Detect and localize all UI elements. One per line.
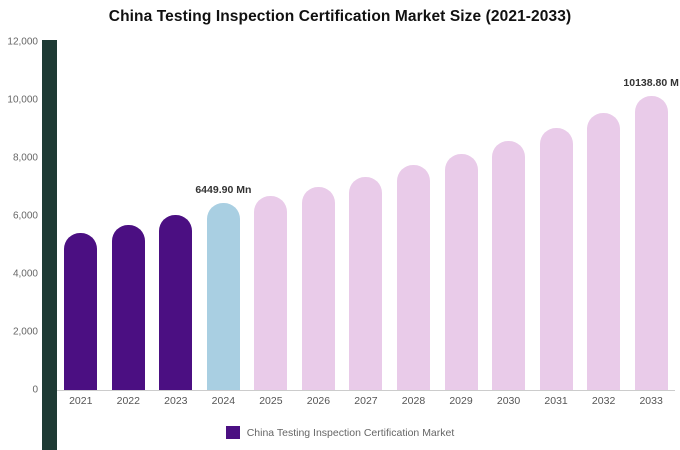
bar-2024: [206, 202, 240, 390]
bar-2027: [349, 176, 383, 390]
x-tick-label-2030: 2030: [496, 395, 521, 407]
legend-label: China Testing Inspection Certification M…: [246, 426, 455, 439]
x-tick-label-2026: 2026: [306, 395, 331, 407]
y-tick-label: 6,000: [12, 210, 38, 222]
bar-2029: [444, 153, 478, 390]
y-tick-label: 4,000: [12, 268, 38, 280]
bar-2028: [396, 165, 430, 390]
y-axis: 12,000 10,000 8,000 6,000 4,000 2,000 0: [0, 37, 40, 396]
y-tick-label: 0: [32, 384, 38, 396]
bar-2033: [634, 95, 668, 390]
y-tick-label: 2,000: [12, 326, 38, 338]
bar-2031: [539, 127, 573, 390]
left-accent-strip: [42, 40, 57, 450]
bar-slot-2021: [57, 42, 105, 390]
y-tick-label: 10,000: [7, 94, 38, 106]
legend-swatch: [225, 426, 240, 439]
bars-container: 6449.90 Mn 10138.80 M: [57, 42, 679, 390]
bar-value-label-2024: 6449.90 Mn: [195, 183, 252, 196]
x-tick-label-2027: 2027: [354, 395, 378, 407]
bar-slot-2025: [247, 42, 295, 390]
bar-slot-2027: [342, 42, 390, 390]
bar-slot-2022: [105, 42, 153, 390]
y-tick-label: 12,000: [7, 36, 38, 48]
bar-2030: [492, 140, 526, 390]
x-tick-label-2023: 2023: [164, 395, 188, 407]
bar-slot-2033: 10138.80 M: [623, 42, 679, 390]
bar-2025: [254, 195, 288, 390]
bar-value-label-2033: 10138.80 M: [623, 76, 679, 89]
bar-slot-2028: [390, 42, 438, 390]
x-tick-label-2032: 2032: [591, 395, 616, 407]
x-tick-label-2021: 2021: [69, 395, 93, 407]
bar-slot-2032: [580, 42, 628, 390]
bar-slot-2026: [295, 42, 343, 390]
bar-slot-2030: [485, 42, 533, 390]
bar-slot-2024: 6449.90 Mn: [195, 42, 251, 390]
x-tick-label-2029: 2029: [449, 395, 473, 407]
bar-2022: [111, 224, 145, 390]
x-tick-label-2033: 2033: [639, 395, 663, 407]
x-axis: 2021 2022 2023 2024 2025 2026 2027 2028 2029 2030…: [57, 395, 675, 407]
chart-title: China Testing Inspection Certification M…: [108, 8, 572, 25]
bar-slot-2023: [152, 42, 200, 390]
legend: China Testing Inspection Certification M…: [0, 426, 680, 439]
x-tick-label-2022: 2022: [116, 395, 140, 407]
x-tick-label-2031: 2031: [544, 395, 568, 407]
bar-2021: [64, 233, 98, 390]
bar-2032: [587, 113, 621, 390]
x-tick-label-2028: 2028: [401, 395, 426, 407]
x-tick-label-2025: 2025: [259, 395, 283, 407]
x-tick-label-2024: 2024: [211, 395, 236, 407]
bar-slot-2029: [437, 42, 485, 390]
bar-2026: [301, 187, 335, 390]
bar-2023: [159, 214, 193, 390]
plot-area: 6449.90 Mn 10138.80 M: [57, 42, 679, 391]
y-tick-label: 8,000: [12, 152, 38, 164]
bar-slot-2031: [532, 42, 580, 390]
